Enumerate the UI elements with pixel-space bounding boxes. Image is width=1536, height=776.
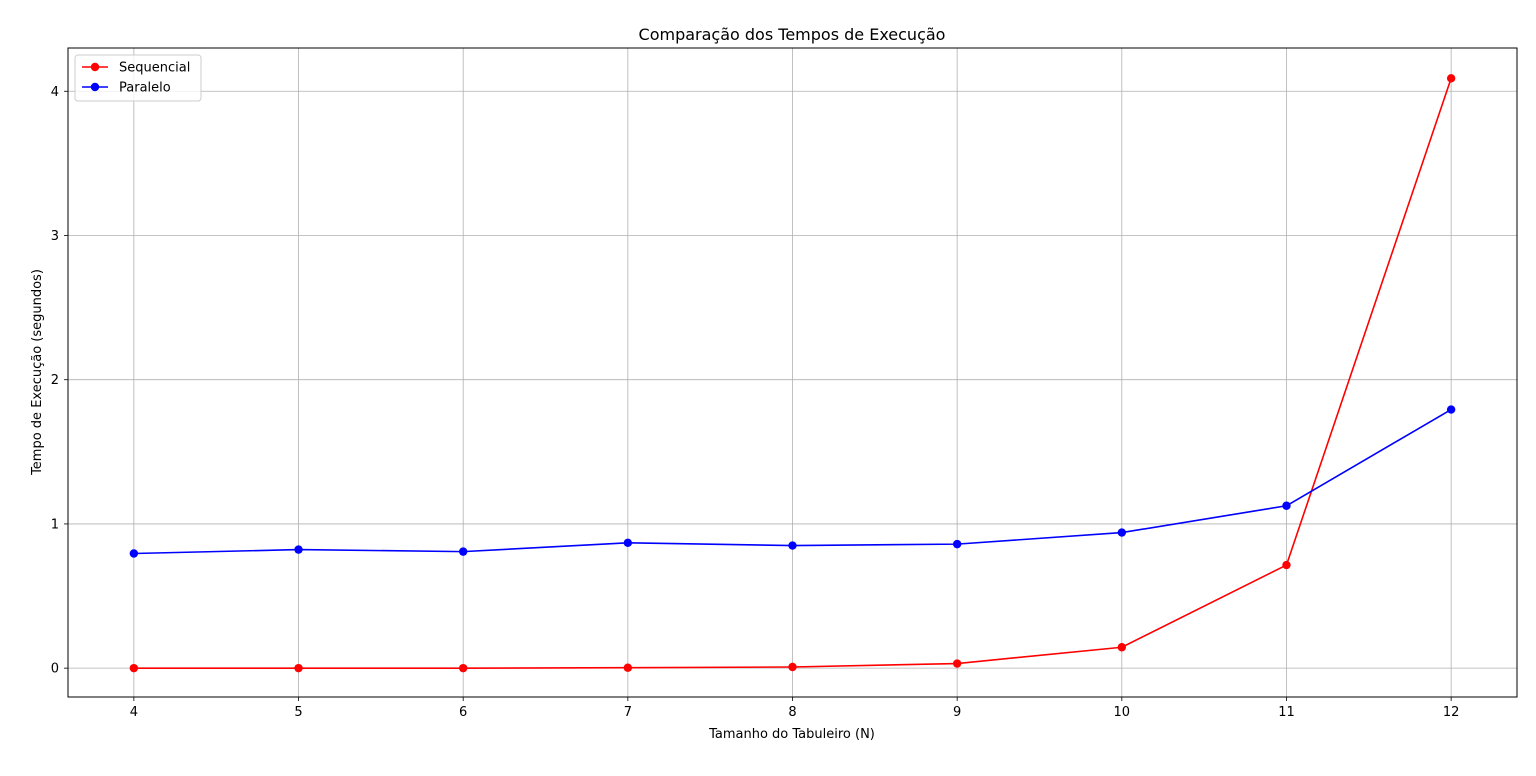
x-tick-label: 5 [294,705,302,720]
data-point-sequencial [129,663,139,673]
y-axis-ticks: 0 1 2 3 4 [51,85,68,677]
y-tick-label: 3 [51,229,59,244]
y-tick-label: 4 [51,85,59,100]
legend-marker-paralelo [90,82,100,92]
data-point-paralelo [1282,501,1291,510]
y-tick-label: 0 [51,662,59,677]
grid-lines [68,48,1517,697]
data-point-sequencial [1282,560,1291,570]
legend-label-paralelo: Paralelo [119,81,171,96]
data-point-paralelo [1446,405,1456,414]
data-point-paralelo [129,549,139,558]
data-point-paralelo [458,547,468,556]
data-point-sequencial [952,659,962,668]
data-point-paralelo [623,538,633,548]
x-tick-label: 8 [788,705,796,720]
data-point-paralelo [1117,528,1127,537]
x-tick-label: 6 [459,705,467,720]
x-tick-label: 10 [1114,705,1131,720]
data-point-paralelo [788,541,797,550]
data-point-sequencial [458,663,468,673]
legend-marker-sequencial [90,62,100,72]
y-tick-label: 1 [51,517,59,532]
x-tick-label: 9 [953,705,961,720]
y-axis-label: Tempo de Execução (segundos) [30,269,45,476]
legend-label-sequencial: Sequencial [119,61,190,76]
data-point-sequencial [294,663,303,673]
data-point-paralelo [294,545,303,554]
x-tick-label: 11 [1278,705,1295,720]
x-tick-label: 12 [1443,705,1460,720]
x-tick-label: 7 [624,705,632,720]
data-point-paralelo [952,539,962,549]
x-tick-label: 4 [130,705,138,720]
data-point-sequencial [1446,74,1456,83]
data-point-sequencial [623,663,633,672]
chart-title: Comparação dos Tempos de Execução [639,25,946,44]
data-point-sequencial [788,662,797,672]
series-lines [129,74,1456,673]
x-axis-label: Tamanho do Tabuleiro (N) [708,727,875,742]
data-point-sequencial [1117,643,1127,652]
x-axis-ticks: 4 5 6 7 8 9 10 11 12 [130,697,1460,720]
y-tick-label: 2 [51,373,59,388]
legend: Sequencial Paralelo [74,54,202,102]
